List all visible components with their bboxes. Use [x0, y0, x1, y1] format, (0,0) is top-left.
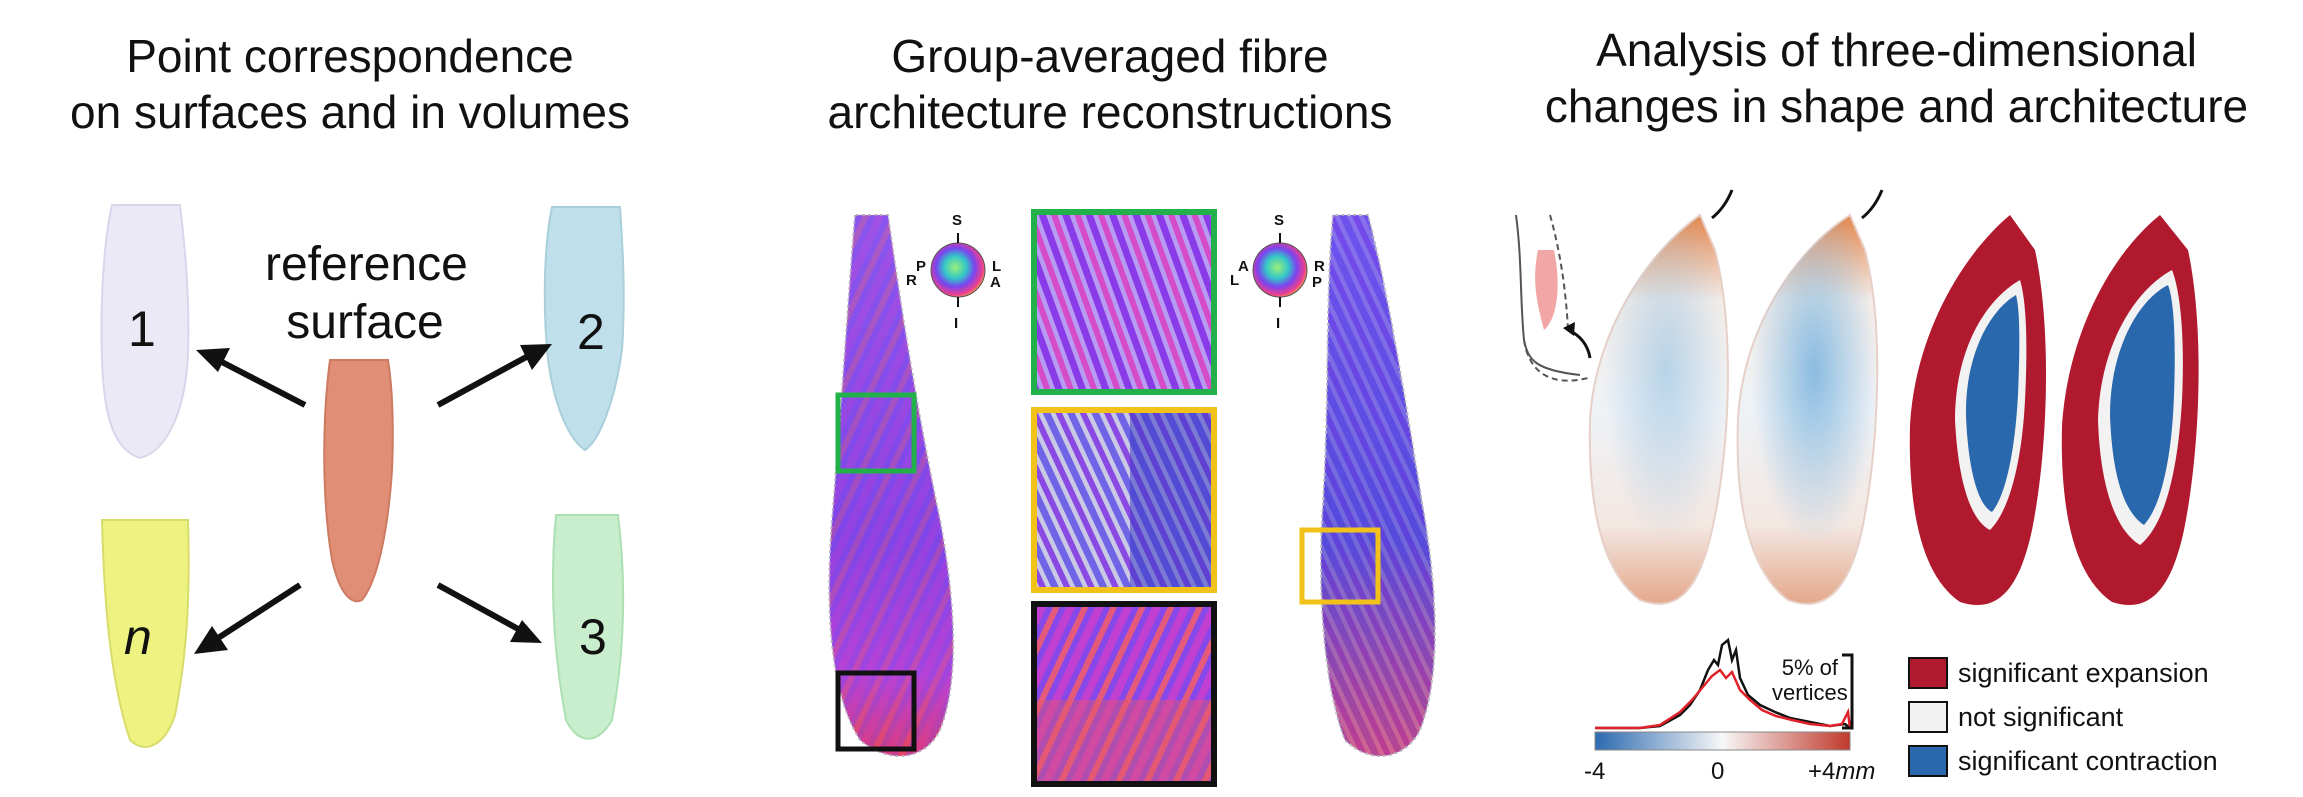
- surface-2: [543, 206, 625, 452]
- fibre-muscle-right: [1319, 214, 1436, 757]
- legend-row-expansion: significant expansion: [1908, 657, 2218, 689]
- orient-right-R: R: [1314, 258, 1325, 275]
- significance-muscle-2: [2061, 215, 2199, 606]
- orientation-sphere-left: [930, 233, 986, 307]
- surface-3: [552, 514, 625, 740]
- orientation-sphere-right: [1252, 233, 1308, 307]
- scale-unit: mm: [1835, 758, 1876, 785]
- histogram-label: 5% of vertices: [1772, 655, 1848, 705]
- scale-mid-label: 0: [1711, 758, 1725, 785]
- middle-title-line1: Group-averaged fibre: [891, 30, 1329, 82]
- orient-left-L: L: [992, 258, 1002, 275]
- surface-n: [100, 519, 190, 748]
- reference-surface-label: reference surface: [265, 236, 468, 352]
- orient-right-I: I: [1276, 315, 1281, 332]
- surface-1: [100, 204, 190, 460]
- surface-n-label: n: [124, 609, 152, 665]
- legend-swatch-expansion: [1908, 657, 1948, 689]
- histogram-label-line1: 5% of: [1781, 655, 1838, 680]
- significance-legend: significant expansion not significant si…: [1908, 657, 2218, 777]
- orient-left-S: S: [952, 212, 963, 229]
- inset-yellow: [1031, 407, 1217, 593]
- scale-max-value: +4: [1808, 758, 1836, 785]
- right-title-line1: Analysis of three-dimensional: [1596, 24, 2197, 76]
- legend-swatch-contraction: [1908, 745, 1948, 777]
- surface-1-label: 1: [128, 301, 156, 357]
- orient-left-P: P: [916, 258, 927, 275]
- legend-row-contraction: significant contraction: [1908, 745, 2218, 777]
- histogram-label-line2: vertices: [1772, 680, 1848, 705]
- right-title-line2: changes in shape and architecture: [1544, 80, 2249, 132]
- significance-muscle-1: [1909, 215, 2047, 606]
- legend-swatch-not-significant: [1908, 701, 1948, 733]
- legend-label-expansion: significant expansion: [1958, 657, 2209, 688]
- orient-right-S: S: [1274, 212, 1285, 229]
- color-scale-bar: [1594, 731, 1851, 751]
- orient-left-I: I: [954, 315, 959, 332]
- legend-label-contraction: significant contraction: [1958, 745, 2218, 776]
- surface-2-label: 2: [577, 304, 605, 360]
- reference-line2: surface: [286, 296, 444, 349]
- shape-change-muscle-2: [1736, 189, 1884, 605]
- middle-title: Group-averaged fibre architecture recons…: [760, 28, 1460, 140]
- orient-right-A: A: [1238, 258, 1249, 275]
- orient-right-P: P: [1312, 274, 1323, 291]
- arrows: [194, 344, 552, 654]
- orient-left-A: A: [990, 274, 1001, 291]
- region-box-green: [835, 392, 917, 474]
- reference-surface: [323, 359, 394, 603]
- reference-line1: reference: [265, 238, 468, 291]
- middle-title-line2: architecture reconstructions: [827, 86, 1393, 138]
- region-box-yellow: [1299, 527, 1381, 605]
- fibre-muscle-left: [828, 214, 955, 757]
- left-title-line2: on surfaces and in volumes: [70, 86, 630, 138]
- inset-black: [1031, 601, 1217, 787]
- scale-max-label: +4mm: [1808, 758, 1875, 786]
- region-box-black: [835, 670, 917, 752]
- shape-change-muscle-1: [1588, 189, 1734, 605]
- left-title: Point correspondence on surfaces and in …: [0, 28, 700, 140]
- legend-label-not-significant: not significant: [1958, 701, 2124, 732]
- inset-green: [1031, 209, 1217, 395]
- right-title: Analysis of three-dimensional changes in…: [1490, 22, 2303, 134]
- orient-left-R: R: [906, 272, 917, 289]
- leg-sketch: [1515, 214, 1592, 382]
- histogram: [1595, 637, 1854, 730]
- orient-right-L: L: [1230, 272, 1240, 289]
- scale-min-label: -4: [1584, 758, 1606, 785]
- legend-row-not-significant: not significant: [1908, 701, 2218, 733]
- surface-3-label: 3: [579, 609, 607, 665]
- left-title-line1: Point correspondence: [126, 30, 574, 82]
